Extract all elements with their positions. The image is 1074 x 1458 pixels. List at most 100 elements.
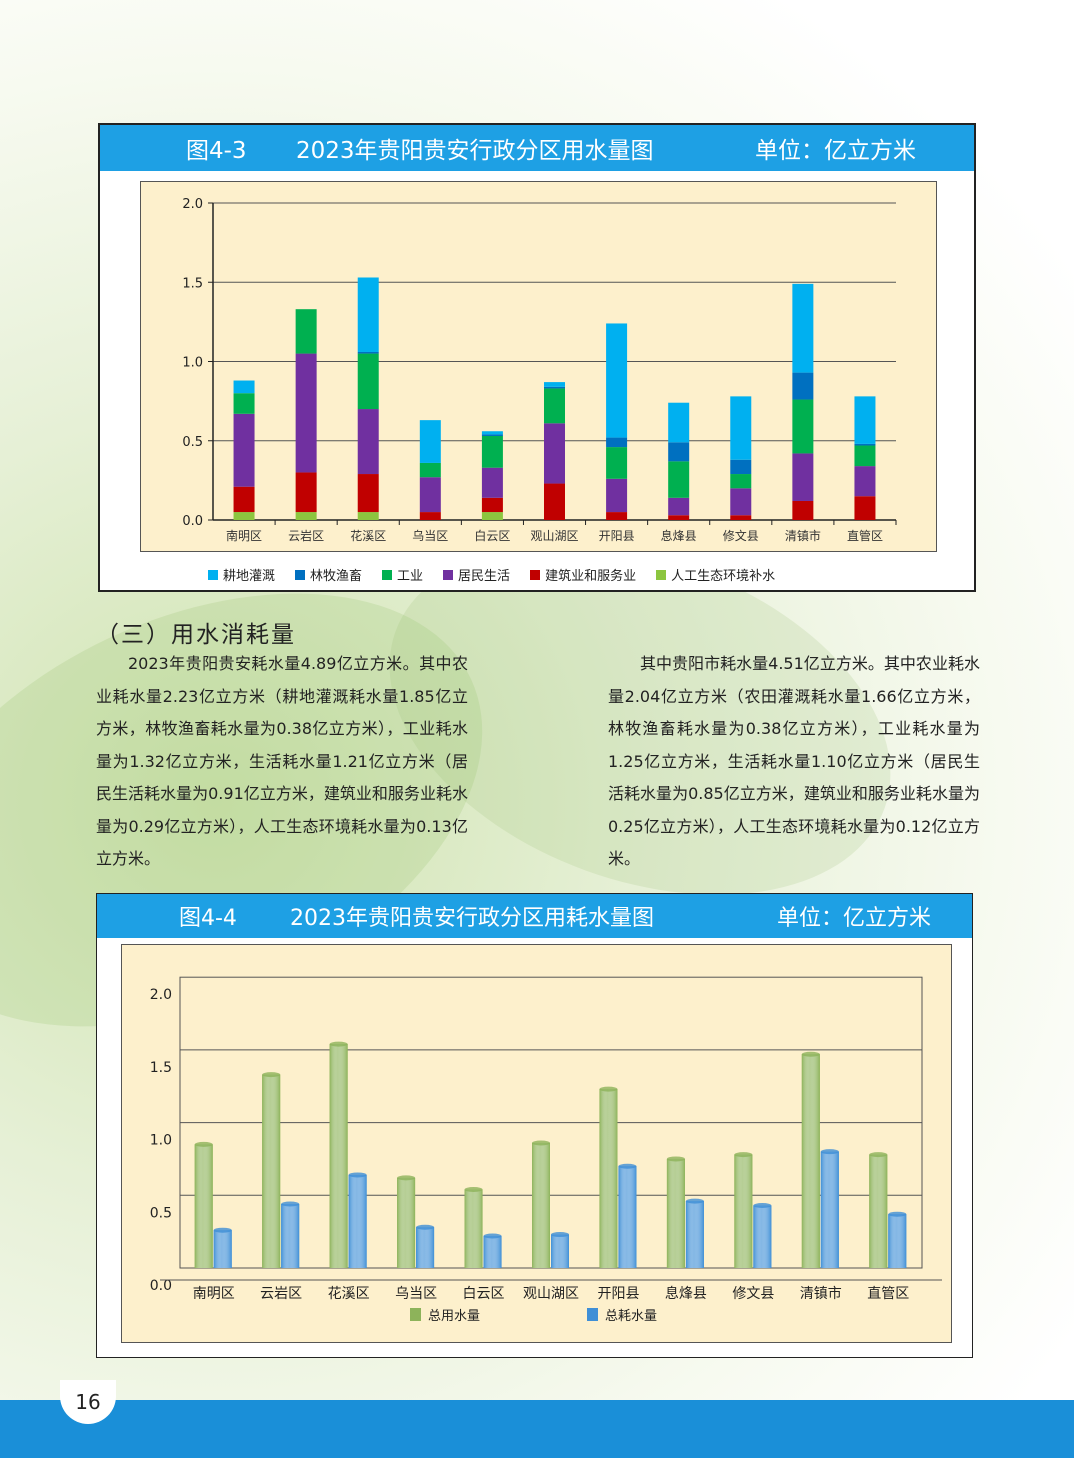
x-tick-label: 清镇市 — [785, 528, 821, 543]
bar-shading — [888, 1214, 907, 1268]
x-tick-label: 云岩区 — [288, 528, 324, 543]
page-number: 16 — [60, 1380, 116, 1424]
bar-shading — [618, 1166, 637, 1268]
bar-segment — [357, 409, 379, 475]
bar-segment — [606, 478, 628, 513]
bar-segment — [357, 512, 379, 520]
bar-segment — [792, 453, 814, 501]
page-footer-band — [0, 1400, 1074, 1458]
bar-segment — [668, 442, 690, 462]
chart-title: 2023年贵阳贵安行政分区用水量图 — [296, 138, 654, 164]
x-tick-label: 息烽县 — [661, 528, 697, 543]
x-tick-label: 直管区 — [867, 1285, 909, 1302]
bar-segment — [481, 434, 503, 436]
bar-segment — [419, 477, 441, 513]
legend-item: 林牧渔畜 — [295, 565, 362, 584]
bar-segment — [606, 512, 628, 520]
x-tick-label: 开阳县 — [597, 1286, 639, 1302]
grouped-bar-chart: 0.0 0.5 1.0 1.5 2.0 南明区 云岩区 花溪区 乌当区 白云区 观山湖区 开阳县 息烽县… — [150, 976, 942, 1324]
plot-panel: 0.0 0.5 1.0 1.5 2.0 南明区 云岩区 花溪区 乌当区 白云区 观山湖区 开阳县 息烽县… — [121, 944, 952, 1343]
bar-shading — [734, 1154, 753, 1268]
bar-shading — [532, 1142, 550, 1268]
bar-segment — [357, 353, 379, 410]
y-tick-label: 2.0 — [182, 197, 203, 212]
y-tick-label: 0.5 — [150, 1205, 172, 1221]
figure-number: 图4-3 — [186, 138, 247, 164]
x-tick-label: 云岩区 — [260, 1286, 302, 1302]
x-tick-label: 修文县 — [723, 528, 759, 543]
bar-cap — [666, 1156, 685, 1162]
y-tick-label: 1.5 — [182, 276, 203, 291]
bar-shading — [801, 1054, 820, 1268]
bar-segment — [730, 459, 752, 475]
x-tick-label: 观山湖区 — [530, 528, 578, 543]
bar-segment — [295, 512, 317, 520]
bar-cap — [213, 1227, 232, 1233]
bar-cap — [820, 1149, 839, 1155]
bar-segment — [481, 497, 503, 513]
legend-item: 耕地灌溉 — [208, 565, 275, 584]
x-tick-label: 修文县 — [732, 1286, 774, 1302]
chart-title: 2023年贵阳贵安行政分区用耗水量图 — [290, 906, 654, 931]
bar-cap — [281, 1201, 300, 1207]
bar-segment — [544, 423, 565, 484]
bar-segment — [544, 382, 565, 387]
legend-label: 工业 — [397, 569, 424, 584]
plot-panel: 0.0 0.5 1.0 1.5 2.0 南明区 云岩区 花溪区 乌当区 白云区 观山湖区 开阳县 息烽县… — [140, 181, 937, 552]
legend-swatch — [656, 569, 667, 580]
bar-segment — [730, 488, 752, 516]
y-tick-label: 1.5 — [150, 1060, 172, 1076]
paragraph-right: 其中贵阳市耗水量4.51亿立方米。其中农业耗水量2.04亿立方米（农田灌溉耗水量… — [608, 654, 980, 868]
bar-shading — [397, 1177, 416, 1268]
bar-cap — [532, 1140, 550, 1146]
y-tick-label: 1.0 — [182, 356, 203, 371]
bar-segment — [481, 435, 503, 468]
bar-segment — [668, 497, 690, 516]
legend-label: 总用水量 — [428, 1309, 480, 1324]
bar-segment — [295, 353, 317, 473]
bar-cap — [551, 1232, 569, 1238]
legend-label: 林牧渔畜 — [310, 569, 363, 584]
legend-item: 人工生态环境补水 — [656, 565, 775, 584]
x-tick-label: 观山湖区 — [523, 1286, 579, 1302]
legend-item: 居民生活 — [443, 565, 510, 584]
bar-segment — [668, 402, 690, 443]
chart-title-bar: 图4-4 2023年贵阳贵安行政分区用耗水量图 单位：亿立方米 — [97, 894, 972, 938]
bar-cap — [348, 1172, 367, 1178]
bar-cap — [599, 1086, 618, 1092]
bar-segment — [544, 483, 565, 520]
x-tick-label: 白云区 — [474, 528, 510, 543]
bar-segment — [668, 515, 690, 520]
bar-cap — [618, 1163, 637, 1169]
bar-cap — [329, 1041, 348, 1047]
chart-title-bar: 图4-3 2023年贵阳贵安行政分区用水量图 单位：亿立方米 — [100, 125, 974, 171]
stacked-bar-chart: 0.0 0.5 1.0 1.5 2.0 南明区 云岩区 花溪区 乌当区 白云区 观山湖区 开阳县 息烽县… — [182, 197, 897, 543]
x-tick-label: 花溪区 — [328, 1286, 370, 1302]
x-tick-label: 花溪区 — [350, 528, 386, 543]
y-tick-label: 0.0 — [182, 514, 203, 529]
bar-shading — [483, 1236, 502, 1268]
bar-shading — [262, 1074, 281, 1268]
bar-segment — [233, 413, 255, 487]
bar-segment — [606, 323, 628, 438]
bar-cap — [685, 1198, 704, 1204]
bar-segment — [854, 445, 876, 467]
legend-swatch — [410, 1308, 421, 1321]
x-tick-label: 乌当区 — [395, 1286, 437, 1302]
bar-cap — [753, 1202, 772, 1208]
bar-segment — [357, 351, 379, 354]
bar-shading — [685, 1201, 704, 1268]
chart-4-4: 图4-4 2023年贵阳贵安行政分区用耗水量图 单位：亿立方米 0.0 0.5 1.… — [96, 893, 973, 1358]
y-tick-label: 2.0 — [150, 987, 172, 1003]
bar-segment — [792, 283, 814, 373]
chart-unit: 单位：亿立方米 — [755, 138, 916, 164]
bar-segment — [481, 467, 503, 498]
legend-item: 工业 — [382, 565, 423, 584]
x-tick-label: 白云区 — [463, 1286, 505, 1302]
bar-shading — [213, 1230, 232, 1268]
bar-cap — [194, 1141, 213, 1147]
bar-segment — [730, 396, 752, 460]
bar-shading — [753, 1205, 772, 1268]
bar-segment — [233, 512, 255, 520]
bar-segment — [233, 486, 255, 513]
